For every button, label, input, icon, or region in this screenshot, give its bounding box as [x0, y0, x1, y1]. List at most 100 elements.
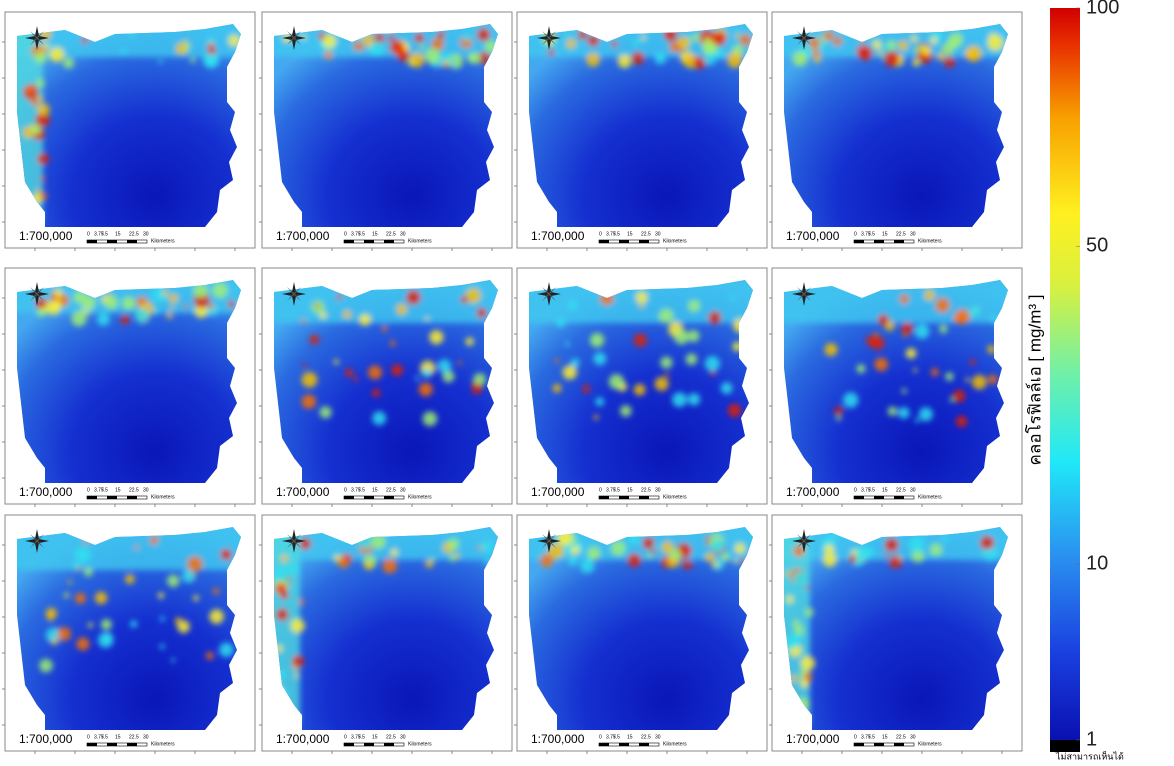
scale-bar-label: 0: [87, 231, 90, 237]
scale-bar-label: 7.5: [613, 487, 620, 493]
chlorophyll-spot: [390, 340, 396, 346]
chlorophyll-spot: [966, 46, 982, 62]
chlorophyll-spot: [878, 314, 889, 325]
scale-bar-label: 15: [372, 734, 378, 740]
scale-bar-segment: [639, 496, 649, 499]
chlorophyll-spot: [931, 368, 939, 376]
scale-bar-label: 0: [599, 487, 602, 493]
scale-bar-segment: [854, 240, 864, 243]
scale-bar-segment: [87, 240, 97, 243]
chlorophyll-spot: [793, 571, 807, 585]
chlorophyll-spot: [345, 369, 353, 377]
scale-bar-label: 30: [143, 487, 149, 493]
chlorophyll-spot: [388, 34, 395, 41]
chlorophyll-spot: [338, 557, 349, 568]
scale-bar-label: 22.5: [129, 487, 139, 493]
chlorophyll-spot: [805, 608, 814, 617]
scale-bar-unit: Kilometers: [918, 741, 942, 747]
scale-bar-segment: [874, 496, 884, 499]
chlorophyll-spot: [939, 325, 947, 333]
scale-bar-segment: [127, 240, 137, 243]
chlorophyll-spot: [36, 189, 41, 194]
scale-bar-segment: [599, 240, 609, 243]
scale-bar-label: 7.5: [358, 231, 365, 237]
chlorophyll-spot: [359, 314, 371, 326]
chlorophyll-spot: [634, 384, 646, 396]
chlorophyll-spot: [834, 407, 843, 416]
chlorophyll-spot: [37, 308, 45, 316]
chlorophyll-spot: [688, 393, 700, 405]
chlorophyll-spot: [75, 547, 91, 563]
chlorophyll-spot: [898, 41, 908, 51]
chlorophyll-spot: [623, 549, 627, 553]
scale-bar-unit: Kilometers: [408, 238, 432, 244]
chlorophyll-spot: [120, 315, 129, 324]
chlorophyll-spot: [703, 41, 717, 55]
scale-bar-segment: [107, 496, 117, 499]
chlorophyll-spot: [458, 361, 462, 365]
chlorophyll-spot: [655, 377, 669, 391]
scale-bar-label: 22.5: [896, 231, 906, 237]
chlorophyll-spot: [467, 55, 475, 63]
scale-bar-label: 22.5: [896, 734, 906, 740]
chlorophyll-spot: [53, 289, 62, 298]
map-scale: 1:700,000: [531, 732, 585, 746]
chlorophyll-spot: [391, 364, 403, 376]
chlorophyll-spot: [898, 407, 910, 419]
chlorophyll-spot: [874, 358, 888, 372]
chlorophyll-spot: [228, 301, 235, 308]
chlorophyll-spot: [915, 324, 930, 339]
chlorophyll-spot: [209, 609, 224, 624]
chlorophyll-spot: [686, 353, 698, 365]
chlorophyll-spot: [209, 304, 215, 310]
scale-bar-segment: [599, 743, 609, 746]
chlorophyll-spot: [423, 411, 438, 426]
chlorophyll-spot: [84, 568, 93, 577]
scale-bar-label: 22.5: [129, 734, 139, 740]
chlorophyll-spot: [804, 672, 813, 681]
chlorophyll-spot: [805, 585, 809, 589]
chlorophyll-spot: [705, 553, 714, 562]
chlorophyll-spot: [586, 53, 600, 67]
chlorophyll-spot: [37, 103, 49, 115]
scale-bar-label: 0: [599, 231, 602, 237]
scale-bar-unit: Kilometers: [408, 741, 432, 747]
chlorophyll-spot: [299, 599, 305, 605]
chlorophyll-spot: [989, 33, 995, 39]
scale-bar-segment: [639, 240, 649, 243]
chlorophyll-spot: [930, 37, 937, 44]
chlorophyll-spot: [105, 296, 119, 310]
chlorophyll-spot: [593, 415, 598, 420]
chlorophyll-spot: [450, 60, 456, 66]
chlorophyll-spot: [922, 46, 931, 55]
chlorophyll-spot: [945, 372, 954, 381]
chlorophyll-spot: [730, 295, 736, 301]
map-panel: 1:700,00003.757.51522.530Kilometers: [769, 515, 1022, 754]
scale-bar-label: 7.5: [868, 734, 875, 740]
chlorophyll-spot: [711, 539, 725, 553]
scale-bar-label: 30: [655, 734, 661, 740]
map-panel: 1:700,00003.757.51522.530Kilometers: [259, 268, 512, 507]
chlorophyll-spot: [955, 309, 970, 324]
chlorophyll-spot: [170, 306, 174, 310]
chlorophyll-spot: [97, 313, 110, 326]
chlorophyll-spot: [420, 44, 425, 49]
chlorophyll-spot: [721, 553, 729, 561]
chlorophyll-spot: [134, 545, 138, 549]
scale-bar-label: 22.5: [896, 487, 906, 493]
map-panel: 1:700,00003.757.51522.530Kilometers: [514, 12, 767, 251]
scale-bar-label: 7.5: [613, 231, 620, 237]
chlorophyll-spot: [36, 79, 44, 87]
chlorophyll-spot: [73, 562, 80, 569]
chlorophyll-spot: [611, 541, 626, 556]
scale-bar-label: 15: [882, 734, 888, 740]
scale-bar-segment: [894, 743, 904, 746]
chlorophyll-spot: [46, 608, 57, 619]
chlorophyll-spot: [970, 359, 976, 365]
scale-bar-label: 15: [627, 231, 633, 237]
chlorophyll-spot: [902, 388, 907, 393]
chlorophyll-spot: [206, 652, 214, 660]
scale-bar-segment: [894, 496, 904, 499]
chlorophyll-spot: [353, 377, 358, 382]
map-scale: 1:700,000: [276, 732, 330, 746]
